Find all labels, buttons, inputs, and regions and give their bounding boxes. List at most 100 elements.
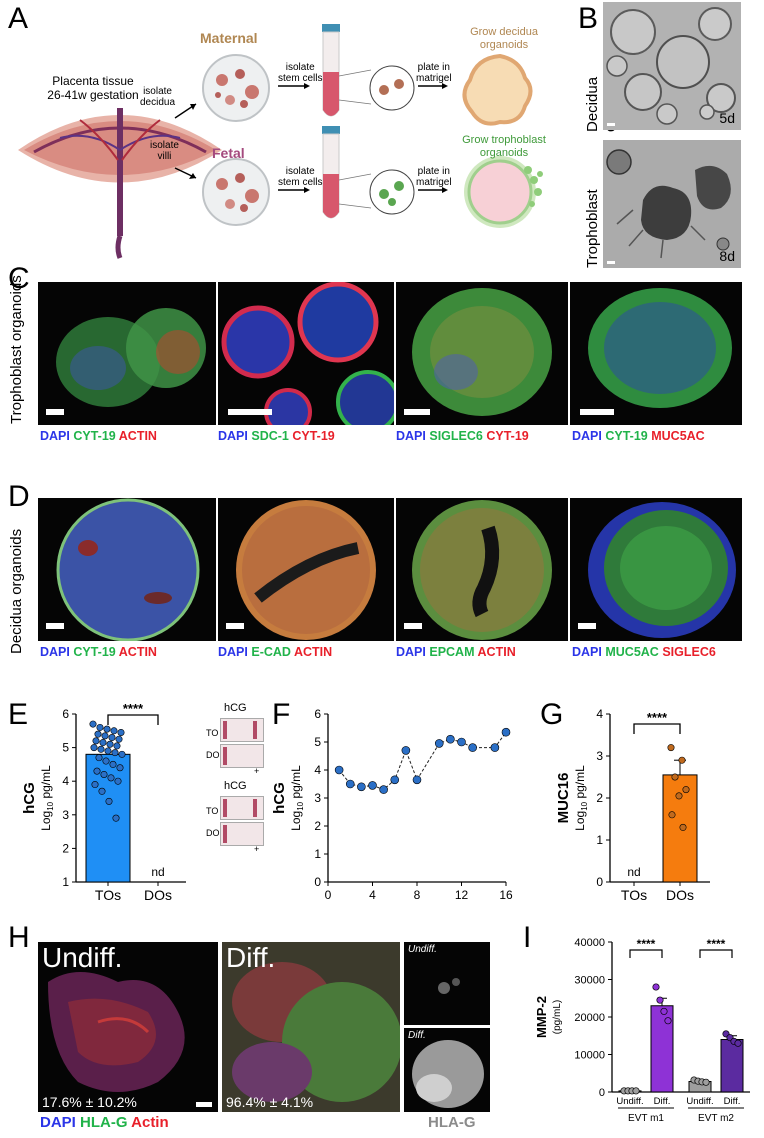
data-point	[664, 1017, 672, 1025]
row-d-caption-4: DAPI MUC5AC SIGLEC6	[572, 645, 716, 659]
data-point	[92, 737, 100, 745]
group-label: EVT m2	[698, 1113, 734, 1124]
row-c-caption-4: DAPI CYT-19 MUC5AC	[572, 429, 705, 443]
y-axis-unit: Log10 pg/mL	[289, 765, 305, 831]
nd-label: nd	[627, 865, 640, 879]
scale-bar	[580, 409, 614, 415]
data-point	[99, 739, 107, 747]
h-inset-diff: Diff.	[404, 1028, 490, 1112]
panel-label-f: F	[272, 698, 291, 731]
data-point	[702, 1078, 710, 1086]
fetal-label: Fetal	[212, 145, 245, 161]
y-tick-label: 3	[62, 808, 69, 822]
data-point	[112, 814, 120, 822]
data-point	[734, 1039, 742, 1047]
data-point	[114, 777, 122, 785]
significance-label: ****	[123, 701, 144, 716]
trophoblast-brightfield-image: 8d	[603, 140, 741, 268]
data-point	[94, 730, 102, 738]
x-tick-label: TOs	[95, 887, 121, 900]
row-d-image-2	[218, 498, 394, 641]
scale-bar	[46, 409, 64, 415]
strip-row-label: DO	[206, 750, 220, 760]
panel-label-b: B	[578, 2, 599, 35]
row-d-image-3	[396, 498, 568, 641]
data-point	[656, 996, 664, 1004]
y-tick-label: 0	[314, 875, 321, 889]
scale-bar	[196, 1102, 212, 1107]
h-diff-percent: 96.4% ± 4.1%	[226, 1094, 314, 1110]
y-tick-label: 3	[596, 749, 603, 763]
x-tick-label: Diff.	[724, 1096, 741, 1107]
x-tick-label: 4	[369, 888, 376, 900]
significance-label: ****	[637, 937, 656, 951]
plate-matrigel-top-label: plate in matrigel	[416, 62, 452, 84]
h-undiff-percent: 17.6% ± 10.2%	[42, 1094, 137, 1110]
data-point	[89, 720, 97, 728]
data-point	[368, 781, 377, 790]
trophoblast-organoid-drawing	[464, 156, 543, 228]
h-inset-caption: HLA-G	[428, 1114, 476, 1131]
plate-matrigel-bottom-label: plate in matrigel	[416, 166, 452, 188]
scale-bar	[404, 623, 422, 629]
data-point	[345, 779, 355, 789]
data-point	[390, 775, 400, 785]
hcg-test-strips: hCG TO DO + hCG TO DO +	[206, 700, 264, 870]
decidua-time-label: 5d	[719, 110, 735, 126]
strip-row-label: DO	[206, 828, 220, 838]
h-undiff-image: Undiff. 17.6% ± 10.2%	[38, 942, 218, 1112]
y-axis-unit: (pg/mL)	[552, 1000, 563, 1034]
panel-label-h: H	[8, 921, 30, 954]
scale-bar	[404, 409, 430, 415]
inset-undiff-label: Undiff.	[408, 944, 437, 955]
scale-bar	[607, 123, 615, 126]
y-tick-label: 5	[314, 735, 321, 749]
data-point	[93, 767, 101, 775]
data-point	[412, 775, 422, 785]
data-point	[671, 773, 679, 781]
strip-title-2: hCG	[224, 780, 247, 792]
panel-label-i: I	[523, 921, 532, 954]
row-c-image-3	[396, 282, 568, 425]
h-undiff-label: Undiff.	[42, 942, 123, 973]
data-point	[379, 785, 388, 794]
y-tick-label: 4	[596, 707, 603, 721]
y-axis-label: MMP-2 (pg/mL)	[534, 996, 563, 1038]
x-tick-label: DOs	[144, 887, 172, 900]
isolate-villi-label: isolate villi	[150, 140, 179, 162]
y-tick-label: 3	[314, 791, 321, 805]
nd-label: nd	[151, 865, 164, 879]
y-tick-label: 4	[314, 763, 321, 777]
h-caption: DAPI HLA-G Actin	[40, 1114, 169, 1131]
data-point	[110, 727, 118, 735]
data-point	[102, 757, 110, 765]
significance-label: ****	[707, 937, 726, 951]
y-tick-label: 0	[596, 875, 603, 889]
x-tick-label: Undiff.	[686, 1096, 713, 1107]
fetal-dish	[202, 158, 270, 226]
x-tick-label: 12	[455, 888, 469, 900]
data-point	[652, 983, 660, 991]
data-point	[105, 797, 113, 805]
row-d-caption-2: DAPI E-CAD ACTIN	[218, 645, 333, 659]
data-point	[98, 787, 106, 795]
chart-i: MMP-2 (pg/mL) 0 10000 20000 30000 40000 Undiff.…	[534, 937, 750, 1124]
bar	[85, 753, 131, 883]
placenta-drawing	[18, 108, 222, 259]
scale-bar	[578, 623, 596, 629]
strip-plus: +	[254, 844, 260, 854]
data-point	[660, 1007, 668, 1015]
strip-row-label: TO	[206, 728, 219, 738]
significance-label: ****	[647, 710, 668, 725]
panel-label-g: G	[540, 698, 564, 731]
row-c-image-2	[218, 282, 394, 425]
isolate-decidua-label: isolate decidua	[140, 86, 176, 108]
row-c-side-label: Trophoblast organoids	[8, 275, 25, 424]
data-point	[468, 743, 477, 752]
data-point	[107, 774, 115, 782]
data-point	[100, 770, 108, 778]
y-tick-label: 6	[314, 707, 321, 721]
strip-do-2	[220, 822, 264, 846]
row-c-caption-3: DAPI SIGLEC6 CYT-19	[396, 429, 529, 443]
